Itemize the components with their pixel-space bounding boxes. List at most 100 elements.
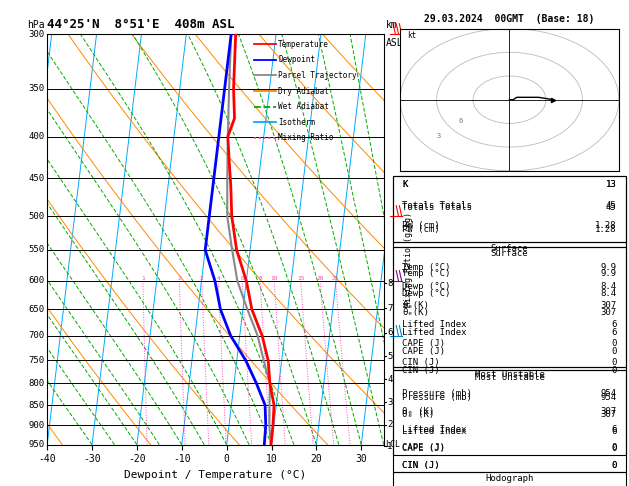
Text: θₑ(K): θₑ(K) xyxy=(403,301,430,310)
Text: 3: 3 xyxy=(200,276,204,281)
Text: K: K xyxy=(403,180,408,189)
Text: 6: 6 xyxy=(387,329,392,337)
Text: 20: 20 xyxy=(316,276,324,281)
Text: Pressure (mb): Pressure (mb) xyxy=(403,389,472,398)
Text: 1.28: 1.28 xyxy=(595,221,616,230)
Text: 8: 8 xyxy=(387,279,392,288)
Text: 300: 300 xyxy=(28,30,45,38)
Text: 550: 550 xyxy=(28,245,45,255)
Text: Dry Adiabat: Dry Adiabat xyxy=(279,87,329,96)
Text: Temperature: Temperature xyxy=(279,40,329,49)
Text: 650: 650 xyxy=(28,305,45,314)
Text: CAPE (J): CAPE (J) xyxy=(403,444,445,452)
Text: 29.03.2024  00GMT  (Base: 18): 29.03.2024 00GMT (Base: 18) xyxy=(425,15,594,24)
Text: Hodograph: Hodograph xyxy=(486,474,533,483)
Text: 4: 4 xyxy=(216,276,220,281)
Text: 1: 1 xyxy=(387,442,392,451)
Text: km: km xyxy=(386,20,398,30)
Text: 400: 400 xyxy=(28,132,45,141)
Bar xyxy=(393,471,626,486)
Text: 307: 307 xyxy=(601,410,616,418)
Text: 2: 2 xyxy=(177,276,181,281)
Text: 1.28: 1.28 xyxy=(595,225,616,234)
Text: 13: 13 xyxy=(606,180,616,189)
Text: 6: 6 xyxy=(611,320,616,329)
Text: Surface: Surface xyxy=(491,244,528,253)
Text: 7: 7 xyxy=(387,304,392,313)
Text: Lifted Index: Lifted Index xyxy=(403,427,467,435)
Text: PW (cm): PW (cm) xyxy=(403,225,440,234)
Text: Pressure (mb): Pressure (mb) xyxy=(403,393,472,401)
Text: CAPE (J): CAPE (J) xyxy=(403,347,445,356)
Text: 850: 850 xyxy=(28,400,45,410)
Text: 950: 950 xyxy=(28,440,45,449)
Text: Wet Adiabat: Wet Adiabat xyxy=(279,102,329,111)
Text: Dewp (°C): Dewp (°C) xyxy=(403,282,451,291)
Text: Surface: Surface xyxy=(491,249,528,259)
Text: 0: 0 xyxy=(611,443,616,452)
Text: 700: 700 xyxy=(28,331,45,340)
Text: Dewpoint: Dewpoint xyxy=(279,55,315,64)
Text: Lifted Index: Lifted Index xyxy=(403,425,467,434)
Bar xyxy=(393,367,626,471)
Text: 1: 1 xyxy=(141,276,145,281)
Text: CAPE (J): CAPE (J) xyxy=(403,339,445,348)
Text: θₑ(K): θₑ(K) xyxy=(403,308,430,317)
Text: Temp (°C): Temp (°C) xyxy=(403,263,451,272)
Text: Most Unstable: Most Unstable xyxy=(474,370,545,379)
Text: 600: 600 xyxy=(28,277,45,285)
Text: 0: 0 xyxy=(611,366,616,376)
Text: 44°25'N  8°51'E  408m ASL: 44°25'N 8°51'E 408m ASL xyxy=(47,18,235,32)
Text: LCL: LCL xyxy=(385,440,400,449)
Text: 954: 954 xyxy=(601,393,616,401)
Bar xyxy=(393,246,626,370)
Text: 307: 307 xyxy=(601,308,616,317)
Text: K: K xyxy=(403,180,408,189)
Text: 6: 6 xyxy=(240,276,244,281)
Text: CIN (J): CIN (J) xyxy=(403,358,440,367)
Text: 900: 900 xyxy=(28,421,45,430)
Text: Isotherm: Isotherm xyxy=(279,118,315,127)
Text: 500: 500 xyxy=(28,211,45,221)
Text: CIN (J): CIN (J) xyxy=(403,366,440,376)
Text: θₑ (K): θₑ (K) xyxy=(403,407,435,416)
X-axis label: Dewpoint / Temperature (°C): Dewpoint / Temperature (°C) xyxy=(125,470,306,480)
Text: 45: 45 xyxy=(606,201,616,209)
Text: Temp (°C): Temp (°C) xyxy=(403,269,451,278)
Text: 2: 2 xyxy=(387,420,392,429)
Text: 0: 0 xyxy=(611,339,616,348)
Text: CIN (J): CIN (J) xyxy=(403,461,440,470)
Text: 3: 3 xyxy=(387,398,392,407)
Text: 6: 6 xyxy=(611,328,616,337)
Text: Totals Totals: Totals Totals xyxy=(403,201,472,209)
Text: Parcel Trajectory: Parcel Trajectory xyxy=(279,71,357,80)
Text: 0: 0 xyxy=(611,461,616,470)
Text: Lifted Index: Lifted Index xyxy=(403,320,467,329)
Text: Mixing Ratio: Mixing Ratio xyxy=(279,134,334,142)
Text: 8: 8 xyxy=(259,276,262,281)
Text: hPa: hPa xyxy=(27,20,45,30)
Bar xyxy=(393,242,626,367)
Text: 8.4: 8.4 xyxy=(601,289,616,298)
Text: 750: 750 xyxy=(28,356,45,365)
Text: 954: 954 xyxy=(601,389,616,398)
Text: 15: 15 xyxy=(297,276,304,281)
Bar xyxy=(393,175,626,242)
Text: θₑ (K): θₑ (K) xyxy=(403,410,435,418)
Text: 307: 307 xyxy=(601,407,616,416)
Text: 0: 0 xyxy=(611,461,616,470)
Text: 25: 25 xyxy=(331,276,339,281)
Text: Mixing Ratio (g/kg): Mixing Ratio (g/kg) xyxy=(404,212,413,307)
Text: 8.4: 8.4 xyxy=(601,282,616,291)
Text: 0: 0 xyxy=(611,358,616,367)
Bar xyxy=(393,370,626,455)
Text: 6: 6 xyxy=(611,425,616,434)
Text: 0: 0 xyxy=(611,347,616,356)
Text: Totals Totals: Totals Totals xyxy=(403,203,472,211)
Text: Lifted Index: Lifted Index xyxy=(403,328,467,337)
Text: 5: 5 xyxy=(387,352,392,361)
Text: 9.9: 9.9 xyxy=(601,263,616,272)
Text: 13: 13 xyxy=(606,180,616,189)
Text: 450: 450 xyxy=(28,174,45,183)
Text: Most Unstable: Most Unstable xyxy=(474,373,545,382)
